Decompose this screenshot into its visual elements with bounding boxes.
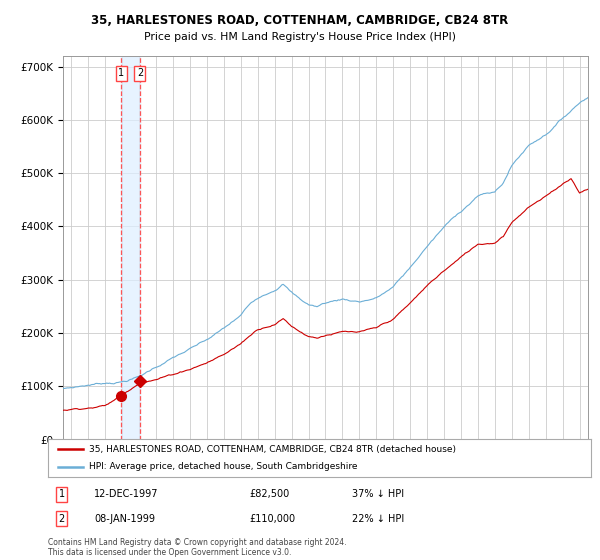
- Text: Price paid vs. HM Land Registry's House Price Index (HPI): Price paid vs. HM Land Registry's House …: [144, 32, 456, 43]
- Text: 1: 1: [118, 68, 124, 78]
- Text: 35, HARLESTONES ROAD, COTTENHAM, CAMBRIDGE, CB24 8TR: 35, HARLESTONES ROAD, COTTENHAM, CAMBRID…: [91, 14, 509, 27]
- Text: Contains HM Land Registry data © Crown copyright and database right 2024.
This d: Contains HM Land Registry data © Crown c…: [48, 538, 347, 557]
- Text: HPI: Average price, detached house, South Cambridgeshire: HPI: Average price, detached house, Sout…: [89, 463, 357, 472]
- Text: £110,000: £110,000: [249, 514, 295, 524]
- Text: 35, HARLESTONES ROAD, COTTENHAM, CAMBRIDGE, CB24 8TR (detached house): 35, HARLESTONES ROAD, COTTENHAM, CAMBRID…: [89, 445, 456, 454]
- Bar: [121, 56, 140, 440]
- Text: 12-DEC-1997: 12-DEC-1997: [94, 489, 158, 500]
- Text: 2: 2: [137, 68, 143, 78]
- Text: 08-JAN-1999: 08-JAN-1999: [94, 514, 155, 524]
- Text: 2: 2: [58, 514, 65, 524]
- Text: 1: 1: [59, 489, 65, 500]
- Text: £82,500: £82,500: [249, 489, 289, 500]
- Text: 37% ↓ HPI: 37% ↓ HPI: [352, 489, 404, 500]
- Text: 22% ↓ HPI: 22% ↓ HPI: [352, 514, 404, 524]
